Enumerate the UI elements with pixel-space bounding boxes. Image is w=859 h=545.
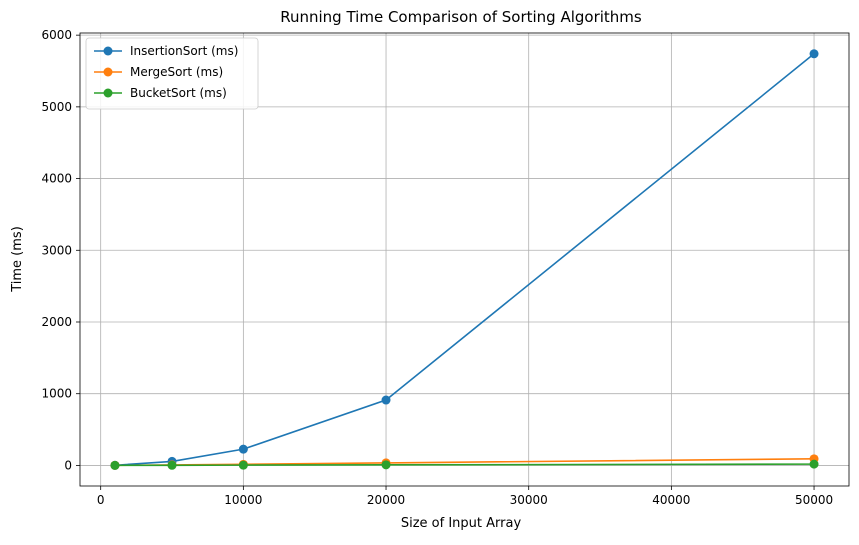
legend: InsertionSort (ms) MergeSort (ms) BucketSo… [85, 37, 259, 110]
chart-title: Running Time Comparison of Sorting Algor… [280, 8, 642, 26]
legend-marker [103, 67, 113, 77]
y-tick-label: 0 [64, 458, 72, 472]
x-tick-label: 30000 [510, 493, 548, 507]
x-tick-label: 20000 [367, 493, 405, 507]
y-axis-ticks: 0 1000 2000 3000 4000 5000 6000 [41, 28, 80, 472]
data-point [167, 460, 177, 470]
data-point [110, 460, 120, 470]
data-point [381, 460, 391, 470]
legend-item: MergeSort (ms) [94, 65, 223, 79]
x-axis-label: Size of Input Array [401, 516, 522, 531]
x-tick-label: 50000 [795, 493, 833, 507]
legend-item: BucketSort (ms) [94, 86, 227, 100]
y-tick-label: 3000 [41, 243, 72, 257]
data-point [809, 49, 819, 59]
axes-frame [79, 32, 850, 487]
legend-marker [103, 46, 113, 56]
y-tick-label: 6000 [41, 28, 72, 42]
y-tick-label: 1000 [41, 387, 72, 401]
y-axis-label: Time (ms) [10, 226, 25, 293]
series-1 [110, 49, 819, 470]
legend-label: MergeSort (ms) [130, 65, 223, 79]
x-axis-ticks: 0 10000 20000 30000 40000 50000 [97, 486, 833, 507]
x-tick-label: 10000 [224, 493, 262, 507]
data-point [809, 459, 819, 469]
legend-marker [103, 88, 113, 98]
series-2 [110, 454, 819, 470]
y-tick-label: 4000 [41, 172, 72, 186]
series-layer [110, 49, 819, 470]
data-point [238, 460, 248, 470]
y-tick-label: 2000 [41, 315, 72, 329]
legend-label: InsertionSort (ms) [130, 44, 238, 58]
data-point [238, 444, 248, 454]
series-line [114, 53, 815, 467]
legend-label: BucketSort (ms) [130, 86, 227, 100]
x-tick-label: 0 [97, 493, 105, 507]
data-point [381, 395, 391, 405]
legend-item: InsertionSort (ms) [94, 44, 238, 58]
x-tick-label: 40000 [652, 493, 690, 507]
legend-box [85, 37, 259, 110]
y-tick-label: 5000 [41, 100, 72, 114]
series-3 [110, 459, 819, 470]
